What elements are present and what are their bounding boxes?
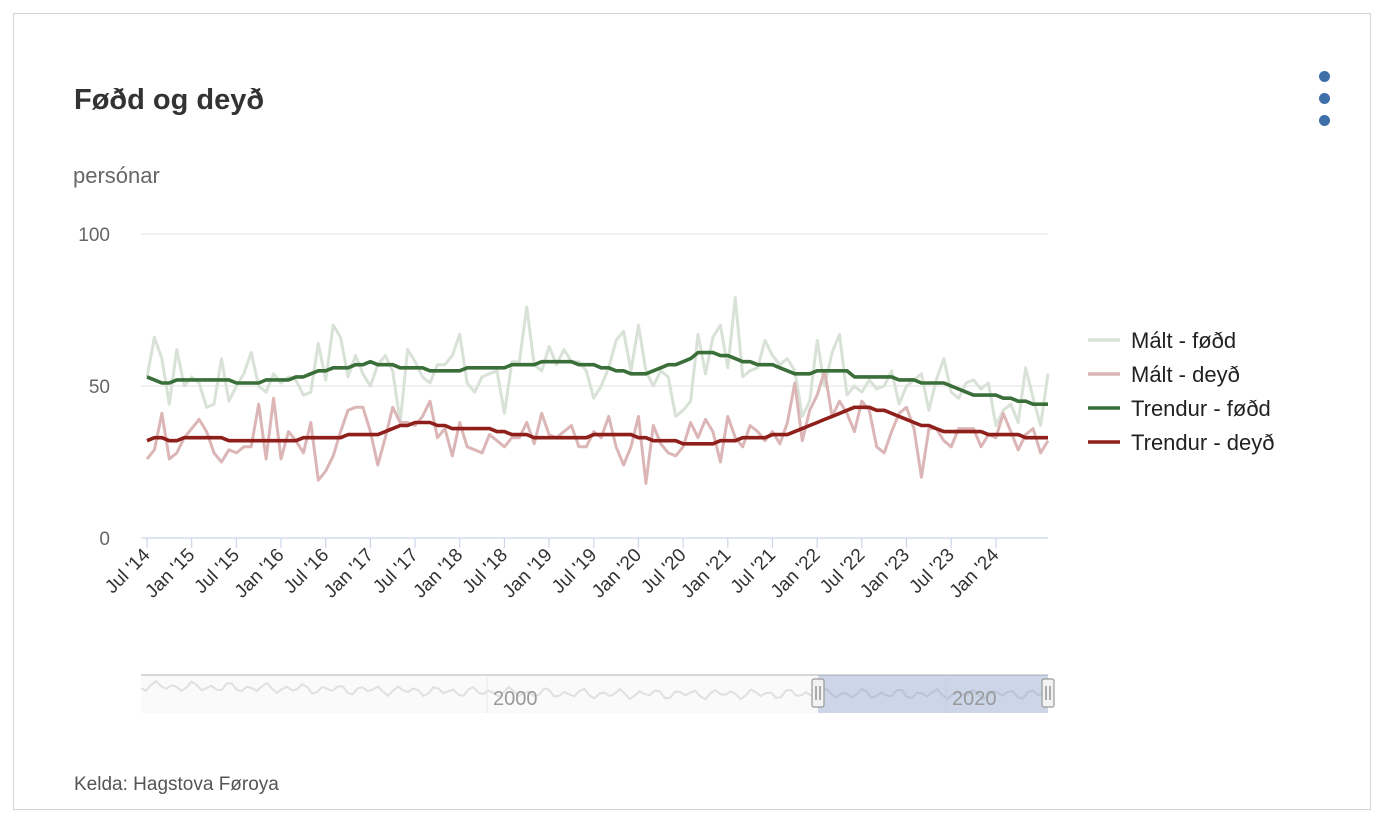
legend-item[interactable]: Trendur - deyð — [1131, 430, 1274, 455]
chart-title: Føðd og deyð — [74, 84, 265, 116]
navigator-handle-right[interactable] — [1041, 678, 1055, 708]
series-line-1[interactable] — [145, 369, 1050, 485]
navigator-label-2020: 2020 — [952, 688, 997, 710]
legend-item[interactable]: Mált - føðd — [1131, 328, 1236, 353]
series-line-0[interactable] — [145, 296, 1050, 427]
navigator-handle-left[interactable] — [811, 678, 825, 708]
source-credit: Kelda: Hagstova Føroya — [74, 774, 279, 795]
legend-item[interactable]: Mált - deyð — [1131, 362, 1240, 387]
legend-item[interactable]: Trendur - føðd — [1131, 396, 1271, 421]
series-line-2[interactable] — [146, 350, 1048, 406]
series-line-3[interactable] — [146, 405, 1048, 446]
x-tick-label: Jan '22 — [767, 545, 825, 603]
y-axis-unit-label: persónar — [73, 163, 160, 188]
x-tick-label: Jan '23 — [856, 545, 914, 603]
y-tick-label: 50 — [89, 377, 110, 398]
navigator-selected-range[interactable] — [818, 675, 1048, 713]
x-tick-label: Jan '16 — [231, 545, 289, 603]
y-tick-label: 0 — [99, 529, 110, 550]
grid-lines — [141, 233, 1048, 539]
x-tick-label: Jan '17 — [320, 545, 378, 603]
more-vertical-icon[interactable] — [1310, 66, 1338, 132]
series-lines — [145, 296, 1050, 485]
x-tick-label: Jan '24 — [946, 544, 1004, 602]
legend: Mált - føðd Mált - deyð Trendur - føðd Tren… — [1088, 328, 1274, 455]
navigator-series-line — [140, 679, 1049, 701]
x-tick-label: Jan '18 — [410, 545, 468, 603]
x-tick-label: Jan '20 — [588, 545, 646, 603]
range-navigator: 2000 2020 — [140, 674, 1055, 713]
x-tick-label: Jan '15 — [141, 545, 199, 603]
navigator-background — [141, 675, 1048, 713]
y-tick-label: 100 — [78, 225, 110, 246]
y-axis-ticks: 0 50 100 — [78, 225, 110, 550]
x-tick-label: Jan '21 — [678, 545, 736, 603]
x-tick-label: Jan '19 — [499, 545, 557, 603]
navigator-label-2000: 2000 — [493, 688, 538, 710]
